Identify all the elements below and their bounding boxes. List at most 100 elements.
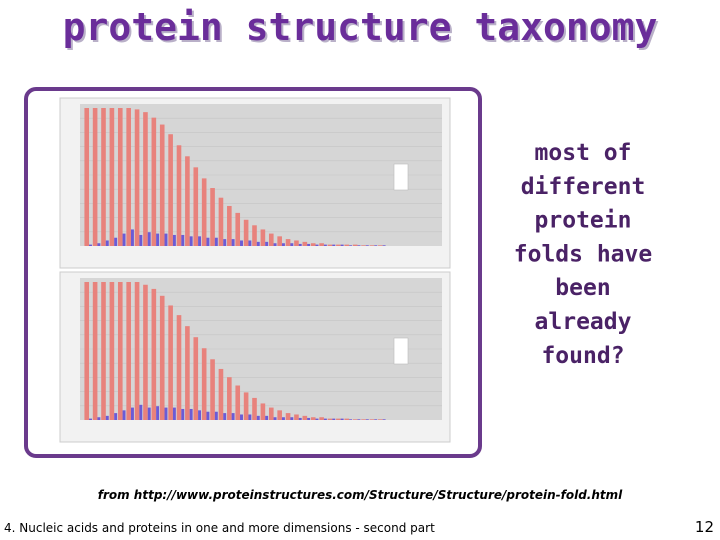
- bar: [156, 406, 160, 420]
- bar: [323, 244, 327, 246]
- bar: [92, 282, 98, 420]
- bar: [168, 134, 173, 246]
- figure: [59, 97, 451, 443]
- bar: [151, 117, 157, 246]
- bar: [361, 245, 366, 246]
- bar: [227, 205, 232, 246]
- title: protein structure taxonomy: [63, 5, 658, 49]
- bar: [193, 337, 199, 420]
- bar: [159, 124, 165, 246]
- bar: [336, 244, 341, 246]
- bar: [193, 167, 199, 246]
- bar: [164, 407, 168, 420]
- bar: [168, 305, 173, 420]
- bar: [176, 315, 182, 420]
- bar: [265, 241, 269, 246]
- bar: [185, 156, 190, 246]
- bar: [176, 145, 182, 246]
- bar: [147, 232, 151, 246]
- bar: [290, 417, 294, 420]
- bar: [92, 108, 98, 246]
- bar: [378, 245, 383, 246]
- bar: [109, 108, 115, 246]
- note-line: been: [555, 275, 610, 301]
- bar: [382, 419, 386, 420]
- bar: [147, 407, 151, 420]
- bar: [164, 233, 168, 246]
- bar: [357, 419, 361, 420]
- bar: [319, 243, 324, 246]
- bar: [315, 418, 319, 420]
- bar: [285, 413, 291, 420]
- bar: [172, 407, 176, 420]
- bar: [117, 108, 123, 246]
- bar: [206, 411, 210, 420]
- legend-box: [393, 337, 409, 365]
- bar: [139, 404, 143, 420]
- bar: [240, 240, 243, 246]
- bar: [298, 417, 302, 420]
- bar: [290, 243, 294, 246]
- note: most of different protein folds have been alr…: [514, 140, 652, 369]
- bar: [181, 234, 185, 246]
- bar: [294, 240, 299, 246]
- page-number: 12: [695, 518, 714, 536]
- note-line: most of: [535, 140, 632, 166]
- bar: [143, 112, 148, 246]
- bar: [122, 410, 126, 420]
- bar: [277, 236, 282, 246]
- bar: [378, 419, 383, 420]
- bar: [84, 108, 90, 246]
- bar: [139, 234, 143, 246]
- bar: [243, 392, 249, 420]
- bar: [365, 419, 369, 420]
- bar: [344, 418, 350, 420]
- bar: [281, 417, 285, 420]
- bar: [114, 237, 118, 246]
- bar: [260, 403, 266, 420]
- bar: [315, 244, 319, 246]
- bar: [357, 245, 361, 246]
- bar: [198, 236, 202, 246]
- bar: [134, 109, 140, 246]
- bar: [256, 241, 260, 246]
- bar: [97, 243, 101, 246]
- bar: [134, 282, 140, 420]
- bar: [307, 243, 311, 246]
- bar: [327, 418, 333, 420]
- bar: [227, 377, 232, 420]
- bar: [307, 417, 311, 420]
- title-shadow: protein structure taxonomy: [65, 7, 660, 51]
- bar: [109, 282, 115, 420]
- note-line: folds have: [514, 241, 652, 267]
- note-line: different: [521, 174, 646, 200]
- bar: [223, 413, 227, 420]
- bar: [298, 243, 302, 246]
- bar: [97, 417, 101, 420]
- bar: [231, 239, 235, 246]
- bar: [159, 295, 165, 420]
- bar: [327, 244, 333, 246]
- bar: [268, 233, 274, 246]
- bar: [101, 108, 106, 246]
- bar: [122, 233, 126, 246]
- bar: [218, 368, 224, 420]
- bar: [273, 243, 277, 246]
- bar: [265, 415, 269, 420]
- note-line: found?: [541, 343, 624, 369]
- bar: [349, 419, 353, 420]
- bar: [201, 348, 207, 420]
- bar: [382, 245, 386, 246]
- bar: [248, 240, 252, 246]
- bar: [210, 359, 215, 420]
- bar: [235, 212, 241, 246]
- bar: [105, 415, 109, 420]
- bar: [294, 414, 299, 420]
- bar: [340, 244, 344, 246]
- bar: [143, 284, 148, 420]
- bar: [336, 418, 341, 420]
- bar: [344, 244, 350, 246]
- bar: [349, 245, 353, 246]
- bar: [285, 239, 291, 246]
